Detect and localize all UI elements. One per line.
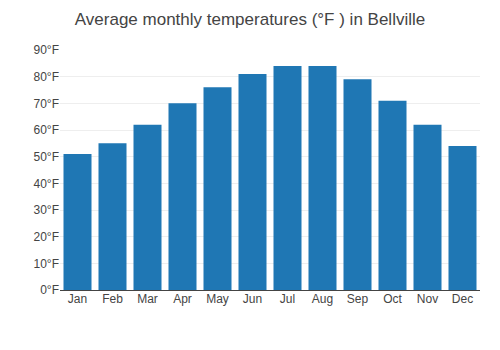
svg-text:May: May <box>206 292 229 306</box>
svg-text:0°F: 0°F <box>40 283 59 297</box>
svg-text:Average monthly temperatures (: Average monthly temperatures (°F ) in Be… <box>75 10 425 29</box>
svg-text:30°F: 30°F <box>34 203 59 217</box>
svg-text:Dec: Dec <box>452 292 473 306</box>
svg-text:40°F: 40°F <box>34 177 59 191</box>
svg-text:20°F: 20°F <box>34 230 59 244</box>
svg-text:Jun: Jun <box>243 292 262 306</box>
svg-text:60°F: 60°F <box>34 123 59 137</box>
svg-text:Nov: Nov <box>417 292 438 306</box>
svg-text:Sep: Sep <box>347 292 369 306</box>
svg-text:Jul: Jul <box>280 292 295 306</box>
svg-text:80°F: 80°F <box>34 70 59 84</box>
svg-text:Mar: Mar <box>137 292 158 306</box>
svg-text:50°F: 50°F <box>34 150 59 164</box>
svg-text:90°F: 90°F <box>34 43 59 57</box>
svg-text:Feb: Feb <box>102 292 123 306</box>
svg-text:70°F: 70°F <box>34 97 59 111</box>
svg-text:Apr: Apr <box>173 292 192 306</box>
svg-text:Jan: Jan <box>68 292 87 306</box>
svg-text:Oct: Oct <box>383 292 402 306</box>
svg-text:10°F: 10°F <box>34 257 59 271</box>
svg-text:Aug: Aug <box>312 292 333 306</box>
